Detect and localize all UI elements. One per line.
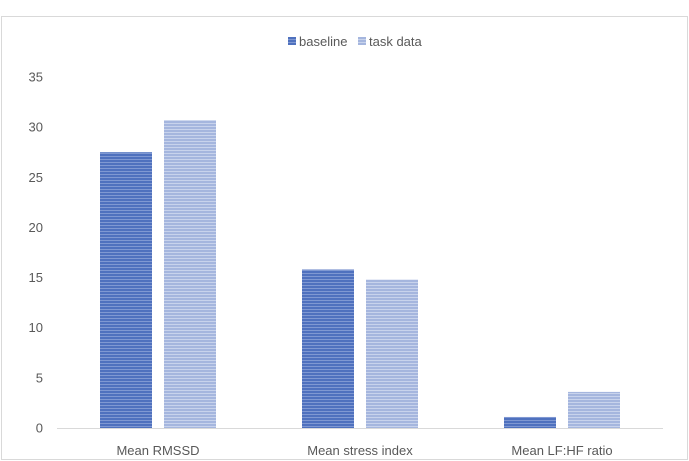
bars xyxy=(100,120,620,428)
x-axis: Mean RMSSD Mean stress index Mean LF:HF ra… xyxy=(116,443,612,458)
y-tick-label: 15 xyxy=(29,270,43,285)
legend-swatch-task-data xyxy=(358,37,366,45)
bar-task-data-2 xyxy=(568,391,620,428)
y-tick-label: 5 xyxy=(36,370,43,385)
legend-swatch-baseline xyxy=(288,37,296,45)
y-tick-label: 10 xyxy=(29,320,43,335)
y-tick-label: 20 xyxy=(29,220,43,235)
bar-task-data-1 xyxy=(366,279,418,428)
y-tick-label: 25 xyxy=(29,170,43,185)
y-axis: 0 5 10 15 20 25 30 35 xyxy=(29,70,43,436)
bar-baseline-2 xyxy=(504,416,556,428)
bar-baseline-1 xyxy=(302,269,354,428)
x-tick-label: Mean RMSSD xyxy=(116,443,199,458)
x-tick-label: Mean stress index xyxy=(307,443,413,458)
legend-label-task-data: task data xyxy=(369,34,423,49)
y-tick-label: 0 xyxy=(36,421,43,436)
x-tick-label: Mean LF:HF ratio xyxy=(511,443,612,458)
bar-baseline-0 xyxy=(100,152,152,428)
y-tick-label: 30 xyxy=(29,120,43,135)
y-tick-label: 35 xyxy=(29,70,43,85)
bar-task-data-0 xyxy=(164,120,216,428)
legend-label-baseline: baseline xyxy=(299,34,347,49)
legend: baseline task data xyxy=(288,34,423,49)
